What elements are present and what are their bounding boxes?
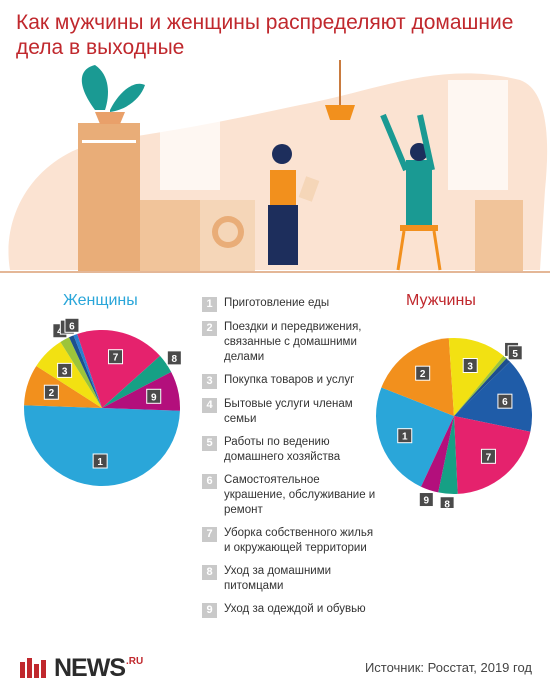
legend-number: 7 <box>202 527 217 542</box>
legend-item: 6 Самостоятельное украшение, обслуживание… <box>202 473 382 518</box>
legend-item: 2 Поездки и передвижения, связанные с дом… <box>202 320 382 365</box>
legend: 1 Приготовление еды 2 Поездки и передвижен… <box>202 296 382 626</box>
logo-word: NEWS <box>54 654 126 682</box>
women-slice-1 <box>23 405 180 486</box>
men-label-5: 5 <box>507 345 523 361</box>
women-slice-8 <box>102 355 172 408</box>
svg-text:1: 1 <box>97 457 103 468</box>
legend-label: Поездки и передвижения, связанные с дома… <box>224 321 362 363</box>
svg-text:9: 9 <box>424 496 430 507</box>
source-note: Источник: Росстат, 2019 год <box>364 660 532 675</box>
svg-text:8: 8 <box>172 354 178 365</box>
men-slice-5 <box>454 358 510 416</box>
men-slice-1 <box>376 387 454 487</box>
women-slice-7 <box>77 330 161 408</box>
legend-label: Покупка товаров и услуг <box>224 374 355 386</box>
men-pie-title: Мужчины <box>406 292 476 309</box>
svg-text:7: 7 <box>113 353 119 364</box>
men-slice-9 <box>421 416 454 493</box>
svg-text:9: 9 <box>151 392 157 403</box>
legend-item: 3 Покупка товаров и услуг <box>202 373 382 389</box>
svg-text:2: 2 <box>420 369 426 380</box>
legend-item: 5 Работы по ведению домашнего хозяйства <box>202 435 382 465</box>
svg-text:1: 1 <box>402 432 408 443</box>
men-slice-6 <box>454 361 532 432</box>
men-label-7: 7 <box>480 448 496 464</box>
men-pie-chart: 123456789 <box>376 338 532 508</box>
legend-number: 9 <box>202 603 217 618</box>
svg-text:6: 6 <box>69 321 75 332</box>
legend-item: 9 Уход за одеждой и обувью <box>202 602 382 618</box>
logo-bars-icon <box>20 657 46 678</box>
legend-label: Работы по ведению домашнего хозяйства <box>224 436 341 463</box>
women-label-6: 6 <box>64 318 80 333</box>
svg-text:3: 3 <box>62 366 68 377</box>
kitchen-illustration <box>0 60 550 273</box>
men-slice-4 <box>454 355 507 416</box>
women-label-7: 7 <box>108 349 124 365</box>
legend-number: 2 <box>202 321 217 336</box>
legend-label: Самостоятельное украшение, обслуживание … <box>224 474 376 516</box>
legend-number: 3 <box>202 374 217 389</box>
svg-text:8: 8 <box>444 500 450 508</box>
women-label-8: 8 <box>166 350 182 366</box>
svg-text:3: 3 <box>467 361 473 372</box>
svg-text:6: 6 <box>502 397 508 408</box>
legend-number: 5 <box>202 436 217 451</box>
legend-label: Уборка собственного жилья и окружающей т… <box>224 527 374 554</box>
svg-text:7: 7 <box>486 452 492 463</box>
legend-item: 4 Бытовые услуги членам семьи <box>202 397 382 427</box>
women-slice-5 <box>69 335 102 408</box>
women-pie-chart: 123456789 <box>23 318 182 486</box>
svg-text:2: 2 <box>49 388 55 399</box>
men-slice-3 <box>448 338 504 416</box>
women-slice-4 <box>60 337 102 408</box>
men-slice-8 <box>438 416 458 494</box>
legend-item: 8 Уход за домашними питомцами <box>202 564 382 594</box>
legend-item: 1 Приготовление еды <box>202 296 382 312</box>
men-label-8: 8 <box>439 496 455 508</box>
men-label-6: 6 <box>497 393 513 409</box>
legend-label: Приготовление еды <box>224 297 330 309</box>
logo-suffix: .RU <box>126 656 144 667</box>
legend-number: 8 <box>202 565 217 580</box>
women-label-1: 1 <box>92 453 108 469</box>
men-label-3: 3 <box>462 357 478 373</box>
men-label-2: 2 <box>415 365 431 381</box>
women-label-3: 3 <box>57 362 73 378</box>
men-label-1: 1 <box>397 428 413 444</box>
women-label-2: 2 <box>43 384 59 400</box>
legend-number: 1 <box>202 297 217 312</box>
news-logo[interactable]: NEWS .RU <box>20 654 143 683</box>
women-slice-6 <box>73 334 102 408</box>
legend-label: Бытовые услуги членам семьи <box>224 398 353 425</box>
men-label-9: 9 <box>418 492 434 508</box>
legend-label: Уход за одеждой и обувью <box>224 603 366 615</box>
legend-number: 4 <box>202 398 217 413</box>
svg-text:5: 5 <box>512 349 518 360</box>
women-pie-title: Женщины <box>63 292 138 309</box>
legend-item: 7 Уборка собственного жилья и окружающей … <box>202 526 382 556</box>
page-title: Как мужчины и женщины распределяют домаш… <box>16 11 514 59</box>
women-slice-2 <box>24 365 102 408</box>
women-label-9: 9 <box>146 388 162 404</box>
legend-number: 6 <box>202 474 217 489</box>
legend-label: Уход за домашними питомцами <box>224 565 332 592</box>
